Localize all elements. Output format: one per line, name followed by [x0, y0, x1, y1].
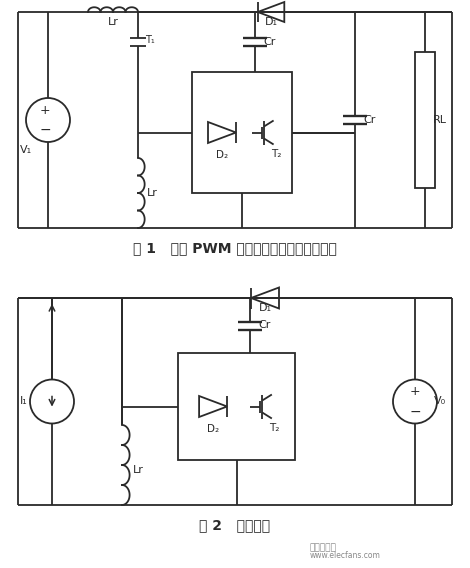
Bar — [178, 353, 295, 460]
Circle shape — [30, 379, 74, 424]
Text: Cr: Cr — [364, 115, 376, 125]
Polygon shape — [251, 287, 279, 308]
Text: −: − — [409, 404, 421, 419]
Text: Lr: Lr — [133, 465, 143, 475]
Text: RL: RL — [433, 115, 447, 125]
Text: V₁: V₁ — [20, 145, 32, 155]
Text: +: + — [410, 385, 420, 398]
Text: D₂: D₂ — [216, 149, 228, 160]
Text: V₀: V₀ — [434, 396, 446, 407]
Text: Cr: Cr — [259, 320, 271, 331]
Text: D₁: D₁ — [265, 17, 277, 27]
Polygon shape — [208, 122, 236, 143]
Text: Lr: Lr — [147, 188, 157, 198]
Text: +: + — [39, 103, 50, 116]
Text: D₂: D₂ — [207, 424, 219, 433]
Polygon shape — [199, 396, 227, 417]
Bar — [415, 52, 435, 188]
Text: D₁: D₁ — [258, 303, 272, 313]
Text: T₂: T₂ — [269, 423, 280, 433]
Polygon shape — [258, 2, 284, 22]
Text: I₁: I₁ — [20, 396, 28, 407]
Text: 电子发烧友: 电子发烧友 — [310, 543, 337, 552]
Text: Lr: Lr — [108, 17, 118, 27]
Text: −: − — [39, 123, 51, 137]
Circle shape — [26, 98, 70, 142]
Circle shape — [393, 379, 437, 424]
Text: T₁: T₁ — [145, 35, 155, 45]
Text: 图 1   恒频 PWM 型零电流开关准谐振变流器: 图 1 恒频 PWM 型零电流开关准谐振变流器 — [133, 241, 337, 255]
Text: Cr: Cr — [264, 37, 276, 47]
Bar — [192, 72, 292, 193]
Text: www.elecfans.com: www.elecfans.com — [310, 551, 381, 560]
Text: 图 2   等效电路: 图 2 等效电路 — [199, 518, 271, 532]
Text: T₂: T₂ — [271, 149, 281, 159]
